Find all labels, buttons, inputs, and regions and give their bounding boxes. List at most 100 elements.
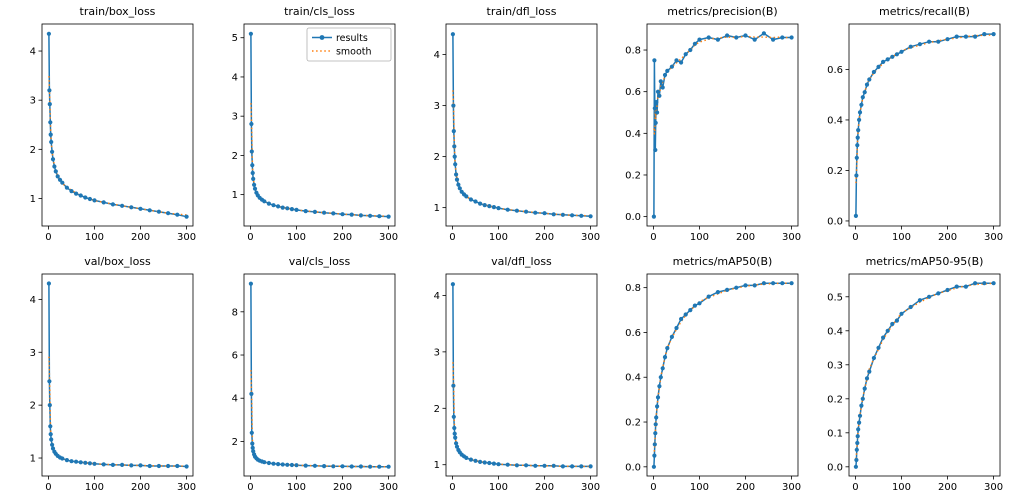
x-tick-label: 200: [333, 232, 352, 243]
y-tick-label: 5: [231, 33, 237, 44]
y-tick-label: 1: [433, 203, 439, 214]
subplot-title: metrics/precision(B): [668, 5, 778, 18]
legend: results smooth: [306, 27, 392, 62]
plot-frame: [848, 23, 1001, 227]
smooth-line: [451, 362, 591, 468]
results-markers: [652, 31, 795, 219]
x-tick-label: 200: [938, 482, 957, 493]
subplot-val-dfl-loss: val/dfl_loss 0 100 200 300 1 2 3 4: [404, 250, 606, 500]
results-markers: [853, 31, 996, 218]
y-tick-label: 2: [30, 401, 36, 412]
y-tick-label: 1: [433, 460, 439, 471]
smooth-line: [451, 90, 591, 217]
y-tick-label: 8: [231, 307, 237, 318]
subplot-canvas: val/dfl_loss 0 100 200 300 1 2 3 4: [433, 255, 600, 493]
results-line: [451, 34, 591, 218]
subplot-canvas: metrics/mAP50(B) 0 100 200 300 0.0 0.2 0.4 0.6 0.…: [625, 255, 801, 493]
x-tick-label: 0: [651, 232, 657, 243]
y-tick-label: 1: [231, 190, 237, 201]
x-tick-label: 200: [535, 482, 554, 493]
plot-frame: [41, 273, 194, 477]
x-tick-label: 0: [449, 482, 455, 493]
y-tick-label: 1: [30, 194, 36, 205]
x-tick-label: 0: [852, 482, 858, 493]
y-tick-label: 2: [30, 145, 36, 156]
legend-results-marker: [319, 35, 325, 40]
y-tick-label: 3: [30, 96, 36, 107]
x-tick-label: 300: [177, 482, 196, 493]
smooth-line: [48, 356, 187, 467]
y-tick-label: 0.6: [827, 65, 843, 76]
y-tick-label: 6: [231, 351, 237, 362]
x-tick-label: 100: [892, 232, 911, 243]
x-tick-label: 0: [247, 232, 253, 243]
subplot-canvas: val/cls_loss 0 100 200 300 2 4 6 8: [231, 255, 397, 493]
y-tick-label: 0.4: [625, 373, 641, 384]
y-tick-label: 4: [231, 72, 237, 83]
y-tick-label: 0.6: [625, 328, 641, 339]
x-tick-label: 200: [131, 232, 150, 243]
subplot-canvas: train/cls_loss 0 100 200 300 1 2 3 4 5 results smoo…: [231, 5, 397, 243]
plot-frame: [646, 23, 799, 227]
results-line: [653, 282, 792, 467]
x-tick-label: 100: [85, 232, 104, 243]
results-line: [855, 282, 994, 467]
subplot-val-cls-loss: val/cls_loss 0 100 200 300 2 4 6 8: [202, 250, 404, 500]
y-tick-label: 3: [231, 112, 237, 123]
plot-frame: [41, 23, 194, 227]
subplot-metrics-map50-95-b-: metrics/mAP50-95(B) 0 100 200 300 0.0 0.1 0.2 0.…: [807, 250, 1009, 500]
results-line: [451, 284, 591, 468]
x-tick-label: 200: [535, 232, 554, 243]
legend-smooth-label: smooth: [336, 46, 372, 57]
results-line: [855, 33, 994, 216]
x-tick-label: 100: [690, 232, 709, 243]
plot-frame: [445, 273, 597, 477]
plot-frame: [243, 23, 396, 227]
y-tick-label: 0.5: [827, 292, 843, 303]
smooth-line: [249, 370, 389, 468]
results-line: [48, 33, 187, 218]
x-tick-label: 300: [177, 232, 196, 243]
subplot-train-box-loss: train/box_loss 0 100 200 300 1 2 3 4: [0, 0, 202, 250]
y-tick-label: 2: [433, 404, 439, 415]
smooth-line: [48, 76, 187, 216]
y-tick-label: 4: [433, 50, 439, 61]
x-tick-label: 0: [449, 232, 455, 243]
y-tick-label: 0.1: [827, 428, 843, 439]
x-tick-label: 0: [651, 482, 657, 493]
subplot-title: val/cls_loss: [289, 255, 351, 268]
y-tick-label: 0.3: [827, 360, 843, 371]
y-tick-label: 0.4: [827, 115, 843, 126]
y-tick-label: 0.0: [625, 212, 641, 223]
legend-box: [306, 27, 392, 62]
subplot-val-box-loss: val/box_loss 0 100 200 300 1 2 3 4: [0, 250, 202, 500]
results-markers: [248, 281, 391, 469]
x-tick-label: 0: [247, 482, 253, 493]
y-tick-label: 2: [433, 152, 439, 163]
smooth-line: [653, 35, 793, 135]
plot-frame: [243, 273, 396, 477]
subplot-title: metrics/mAP50-95(B): [866, 255, 984, 268]
x-tick-label: 300: [581, 482, 600, 493]
x-tick-label: 100: [287, 482, 306, 493]
y-tick-label: 3: [433, 347, 439, 358]
subplot-title: train/cls_loss: [284, 5, 355, 18]
results-markers: [248, 31, 391, 219]
x-tick-label: 100: [489, 482, 508, 493]
results-markers: [853, 281, 996, 469]
smooth-line: [855, 282, 994, 459]
y-tick-label: 0.0: [827, 462, 843, 473]
plot-frame: [848, 273, 1001, 477]
subplot-title: val/dfl_loss: [491, 255, 552, 268]
smooth-line: [653, 282, 792, 456]
y-tick-label: 3: [433, 101, 439, 112]
subplot-title: val/box_loss: [84, 255, 151, 268]
x-tick-label: 0: [45, 482, 51, 493]
results-markers: [46, 281, 189, 469]
y-tick-label: 1: [30, 454, 36, 465]
x-tick-label: 200: [333, 482, 352, 493]
y-tick-label: 0.2: [625, 418, 641, 429]
y-tick-label: 0.8: [625, 283, 641, 294]
results-markers: [652, 281, 795, 469]
y-tick-label: 0.4: [625, 129, 641, 140]
